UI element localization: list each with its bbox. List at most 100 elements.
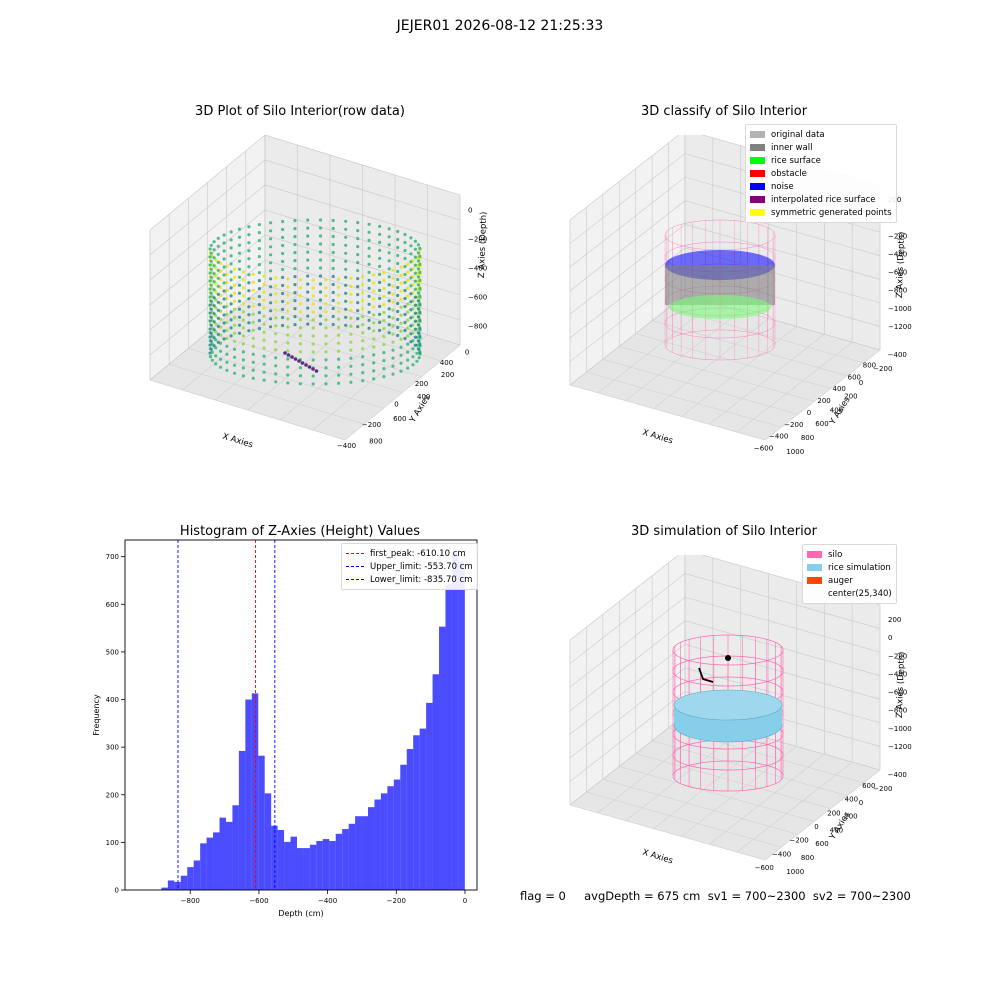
raw-point (241, 350, 245, 354)
raw-point (399, 369, 403, 373)
raw-point (281, 283, 285, 288)
raw-point (399, 305, 403, 309)
raw-point (413, 255, 417, 259)
raw-point (382, 295, 386, 299)
raw-point (382, 319, 386, 323)
rice-surface-band (669, 295, 771, 319)
histogram-bar (277, 830, 285, 890)
grid-line (247, 314, 363, 411)
raw-point (208, 295, 212, 299)
raw-point (367, 262, 371, 266)
grid-line (182, 294, 298, 391)
raw-point (222, 249, 226, 253)
raw-point (298, 374, 302, 378)
raw-point (298, 334, 302, 338)
raw-point (216, 308, 220, 312)
raw-point (247, 257, 251, 261)
raw-point (286, 373, 290, 377)
grid-line (569, 691, 881, 782)
raw-point (216, 244, 220, 248)
raw-point (229, 262, 233, 266)
raw-point (349, 292, 353, 296)
histogram-bar (426, 702, 433, 890)
histogram-bar (458, 561, 465, 890)
raw-point (416, 275, 420, 279)
raw-point (229, 270, 233, 274)
raw-point (416, 323, 420, 327)
raw-point (298, 278, 302, 282)
x-axis-label: X Axies (641, 428, 674, 447)
raw-point (262, 314, 266, 318)
raw-point (378, 256, 382, 260)
histogram-bar (406, 749, 414, 890)
raw-point (286, 285, 290, 289)
legend-label: interpolated rice surface (771, 194, 876, 205)
raw-point (337, 285, 341, 289)
grid-line (344, 344, 461, 441)
raw-point (208, 247, 212, 251)
raw-point (403, 280, 407, 285)
raw-point (382, 327, 386, 331)
raw-point (387, 259, 391, 263)
raw-point (222, 241, 226, 245)
raw-point (222, 233, 226, 237)
raw-point (415, 359, 419, 363)
raw-point (311, 286, 315, 290)
raw-point (208, 327, 212, 331)
raw-point (209, 331, 213, 335)
histogram-bar (368, 807, 375, 890)
raw-point (274, 332, 278, 336)
raw-point (337, 309, 341, 313)
raw-point (281, 251, 285, 256)
raw-point (367, 310, 371, 314)
raw-point (222, 305, 226, 309)
z-tick-label: −1000 (888, 305, 912, 313)
raw-point (372, 297, 376, 301)
raw-point (314, 369, 319, 373)
raw-point (237, 307, 242, 311)
legend-swatch (750, 144, 765, 151)
raw-point (247, 281, 251, 285)
raw-point (387, 307, 391, 311)
raw-point (356, 277, 360, 281)
raw-point (337, 365, 341, 369)
raw-point (281, 315, 285, 320)
raw-point (216, 260, 220, 264)
raw-point (337, 325, 341, 329)
y-tick-label: 700 (106, 553, 119, 561)
raw-point (396, 333, 400, 338)
raw-point (269, 325, 273, 329)
raw-point (324, 350, 328, 354)
raw-point (281, 267, 285, 272)
raw-point (286, 353, 291, 357)
raw-point (247, 249, 251, 253)
raw-point (406, 310, 410, 314)
raw-point (337, 293, 341, 297)
raw-point (212, 248, 216, 252)
raw-point (298, 310, 302, 314)
raw-point (391, 364, 395, 368)
raw-point (237, 267, 242, 271)
raw-point (257, 287, 261, 291)
z-axis-label: Z Axies (Depth) (895, 231, 907, 298)
raw-point (403, 264, 407, 269)
raw-point (413, 319, 417, 323)
raw-point (356, 293, 360, 297)
raw-point (318, 250, 323, 254)
raw-point (306, 282, 310, 286)
raw-point (298, 318, 302, 322)
raw-point (406, 278, 410, 282)
simulation-3d-plot: −600−400−2000200400600−400−2000200400600… (569, 555, 912, 876)
raw-point (262, 354, 266, 358)
raw-point (403, 272, 407, 277)
histogram-bar (258, 755, 265, 890)
raw-point (337, 333, 341, 337)
legend-label: center(25,340) (828, 588, 892, 599)
raw-point (304, 363, 308, 367)
histogram-bar (413, 735, 420, 890)
raw-point (391, 300, 395, 304)
raw-point (361, 299, 365, 303)
raw-point (262, 306, 266, 310)
raw-point (209, 299, 213, 303)
raw-point (361, 339, 365, 343)
